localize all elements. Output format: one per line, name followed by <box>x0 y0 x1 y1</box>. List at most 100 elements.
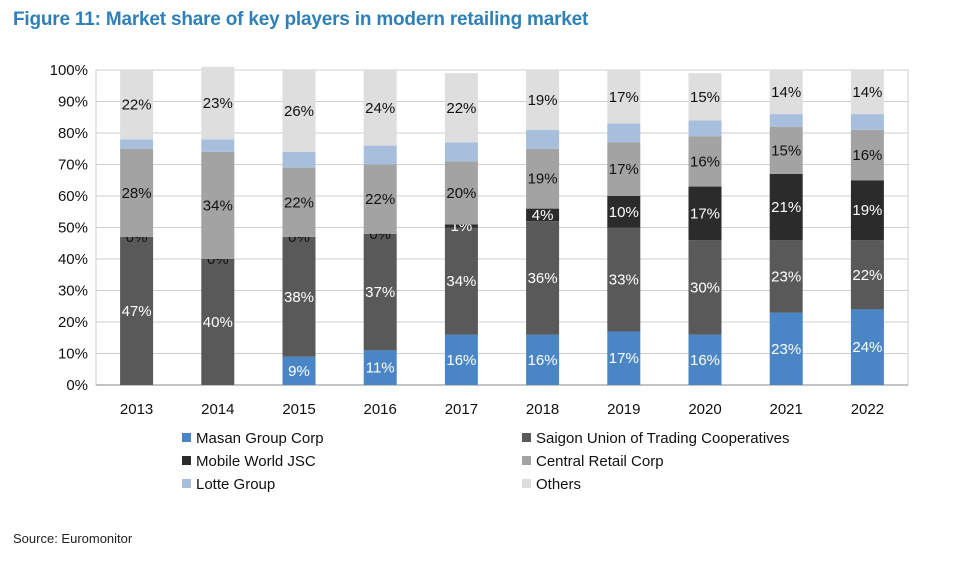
bar-segment <box>363 350 397 385</box>
y-tick-label: 50% <box>58 220 88 237</box>
bar-segment <box>526 148 560 209</box>
x-tick-label: 2022 <box>851 401 884 418</box>
bar-segment <box>607 70 641 124</box>
data-label: 40% <box>203 314 233 331</box>
x-tick-label: 2015 <box>282 401 315 418</box>
bar-segment <box>688 136 722 187</box>
y-tick-label: 30% <box>58 283 88 300</box>
data-label: 16% <box>852 147 882 164</box>
bar-segment <box>688 334 722 385</box>
data-label: 30% <box>690 279 720 296</box>
legend-label: Central Retail Corp <box>536 453 664 470</box>
chart-title: Figure 11: Market share of key players i… <box>13 9 589 30</box>
data-label: 37% <box>365 284 395 301</box>
bar-segment <box>850 180 884 241</box>
data-label: 22% <box>852 267 882 284</box>
bar-segment <box>607 331 641 385</box>
bar-segment <box>607 227 641 332</box>
y-tick-label: 20% <box>58 314 88 331</box>
bar-segment <box>769 70 803 115</box>
x-tick-label: 2018 <box>526 401 559 418</box>
data-label: 34% <box>446 273 476 290</box>
bar-segment <box>282 70 316 152</box>
data-label: 17% <box>690 205 720 222</box>
data-label: 17% <box>609 161 639 178</box>
x-tick-label: 2013 <box>120 401 153 418</box>
data-label: 19% <box>528 92 558 109</box>
bar-segment <box>363 145 397 165</box>
data-label: 15% <box>690 89 720 106</box>
bar-segment <box>688 73 722 121</box>
bar-segment <box>526 129 560 149</box>
bar-segment <box>444 334 478 385</box>
bar-segment <box>769 312 803 385</box>
data-label: 11% <box>366 360 395 377</box>
bar-segment <box>282 236 316 357</box>
bar-segment <box>607 196 641 228</box>
y-tick-label: 70% <box>58 157 88 174</box>
data-label: 15% <box>771 142 801 159</box>
legend-label: Saigon Union of Trading Cooperatives <box>536 430 790 447</box>
bar-segment <box>850 129 884 181</box>
bar-segment <box>444 224 478 228</box>
data-label: 16% <box>446 352 476 369</box>
legend-label: Lotte Group <box>196 476 275 493</box>
legend-swatch <box>522 456 531 465</box>
bar-segment <box>769 173 803 241</box>
data-label: 33% <box>609 271 639 288</box>
bar-segment <box>769 240 803 313</box>
data-label: 9% <box>288 363 310 380</box>
legend-label: Masan Group Corp <box>196 430 324 447</box>
bar-segment <box>444 142 478 162</box>
bar-segment <box>444 73 478 143</box>
bar-segment <box>526 70 560 130</box>
legend-label: Others <box>536 476 581 493</box>
bar-segment <box>850 114 884 130</box>
data-label: 23% <box>203 95 233 112</box>
y-tick-label: 60% <box>58 188 88 205</box>
data-label: 17% <box>609 89 639 106</box>
data-label: 14% <box>852 84 882 101</box>
data-label: 22% <box>122 97 152 114</box>
data-label: 22% <box>284 194 314 211</box>
data-label: 16% <box>690 352 720 369</box>
data-label: 10% <box>609 204 639 221</box>
data-label: 16% <box>528 352 558 369</box>
x-tick-label: 2019 <box>607 401 640 418</box>
data-label: 16% <box>690 153 720 170</box>
data-label: 23% <box>771 268 801 285</box>
bar-segment <box>282 151 316 168</box>
x-tick-label: 2014 <box>201 401 234 418</box>
bar-segment <box>850 309 884 385</box>
bar-segment <box>201 66 235 140</box>
bar-segment <box>201 139 235 152</box>
bar-segment <box>526 221 560 335</box>
data-label: 34% <box>203 197 233 214</box>
data-label: 24% <box>365 100 395 117</box>
bar-segment <box>607 142 641 196</box>
data-label: 19% <box>528 171 558 188</box>
bar-segment <box>201 259 235 385</box>
data-label: 14% <box>771 84 801 101</box>
data-label: 28% <box>122 185 152 202</box>
bar-segment <box>120 70 154 140</box>
data-label: 4% <box>532 207 554 224</box>
data-label: 21% <box>771 199 801 216</box>
y-tick-label: 40% <box>58 251 88 268</box>
data-label: 36% <box>528 270 558 287</box>
legend-swatch <box>522 433 531 442</box>
bar-segment <box>120 148 154 237</box>
bar-segment <box>363 70 397 146</box>
bar-segment <box>688 240 722 335</box>
legend-swatch <box>182 433 191 442</box>
data-label: 22% <box>446 100 476 117</box>
source-note: Source: Euromonitor <box>13 531 133 546</box>
bar-segment <box>769 114 803 127</box>
data-label: 26% <box>284 103 314 120</box>
y-tick-label: 0% <box>66 377 88 394</box>
bar-segment <box>282 167 316 237</box>
data-label: 17% <box>609 350 639 367</box>
data-label: 22% <box>365 191 395 208</box>
bar-segment <box>526 208 560 222</box>
